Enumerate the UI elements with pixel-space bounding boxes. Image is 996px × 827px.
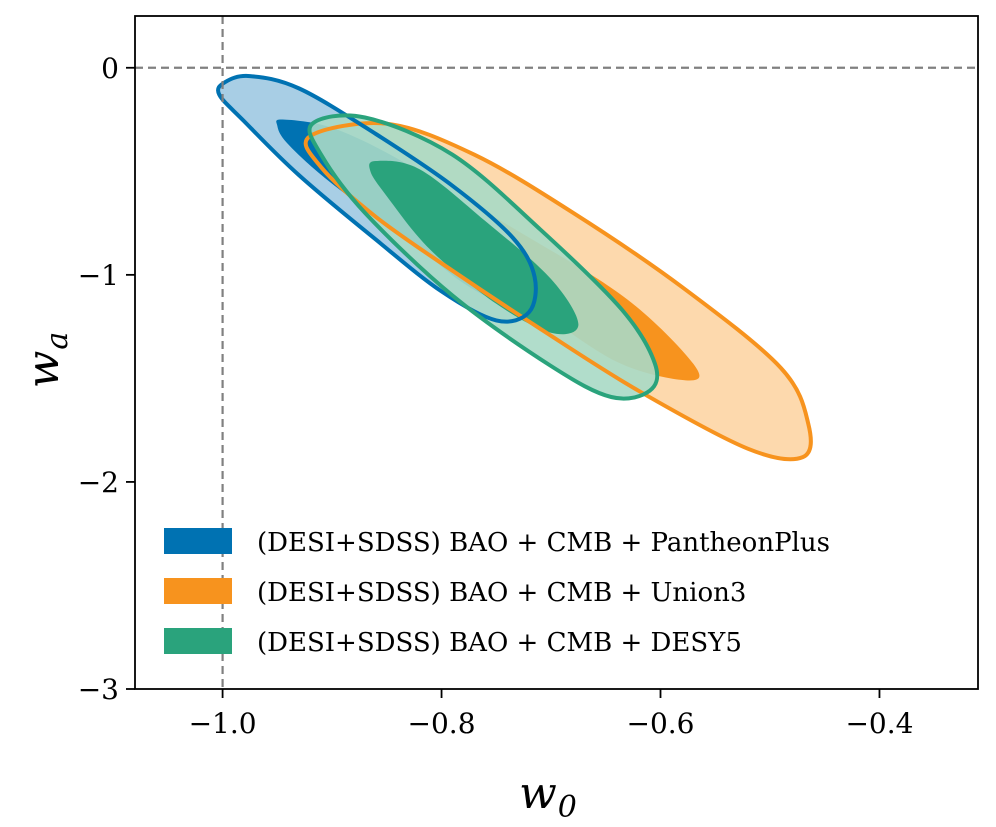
reference-lines — [135, 16, 978, 689]
contour-95-outline-pantheonplus — [216, 73, 538, 324]
legend-label-desy5: (DESI+SDSS) BAO + CMB + DESY5 — [257, 628, 742, 658]
legend-entry-pantheonplus: (DESI+SDSS) BAO + CMB + PantheonPlus — [164, 528, 830, 558]
y-tick-label: 0 — [101, 52, 119, 85]
x-tick-label: −0.6 — [627, 707, 695, 740]
x-tick-label: −0.4 — [845, 707, 913, 740]
legend-swatch-desy5 — [164, 628, 232, 654]
y-tick-label: −3 — [78, 673, 119, 706]
contour-68-desy5 — [369, 160, 579, 335]
legend-entry-desy5: (DESI+SDSS) BAO + CMB + DESY5 — [164, 628, 742, 658]
legend-entry-union3: (DESI+SDSS) BAO + CMB + Union3 — [164, 578, 746, 608]
contour-layer — [216, 73, 813, 462]
y-axis-label: wa — [18, 332, 75, 389]
x-axis-label: w0 — [519, 768, 577, 825]
x-tick-label: −1.0 — [189, 707, 257, 740]
legend-swatch-union3 — [164, 578, 232, 604]
x-tick-label: −0.8 — [408, 707, 476, 740]
contour-95-outline-union3 — [303, 121, 813, 462]
y-axis-label-subscript: a — [40, 332, 75, 350]
y-tick-label: −2 — [78, 466, 119, 499]
y-tick-label: −1 — [78, 259, 119, 292]
axis-ticks: −1.0 −0.8 −0.6 −0.4 0 −1 −2 −3 — [78, 52, 914, 740]
contour-95-outline-desy5 — [307, 113, 660, 401]
plot-frame — [134, 15, 979, 690]
legend-swatch-pantheonplus — [164, 528, 232, 554]
legend: (DESI+SDSS) BAO + CMB + PantheonPlus (DE… — [164, 528, 830, 658]
legend-label-pantheonplus: (DESI+SDSS) BAO + CMB + PantheonPlus — [257, 528, 830, 558]
x-axis-label-subscript: 0 — [558, 790, 577, 825]
legend-label-union3: (DESI+SDSS) BAO + CMB + Union3 — [257, 578, 746, 608]
